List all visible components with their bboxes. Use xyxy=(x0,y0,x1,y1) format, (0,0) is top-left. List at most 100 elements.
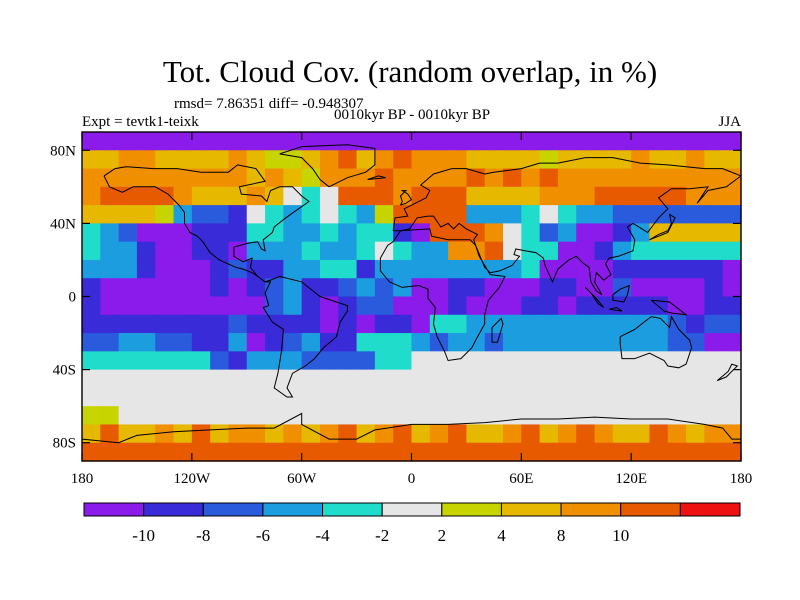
heatmap-cell xyxy=(210,223,230,243)
heatmap-cell xyxy=(118,168,138,188)
heatmap-cell xyxy=(448,314,468,334)
heatmap-cell xyxy=(265,442,284,462)
heatmap-cell xyxy=(210,186,230,206)
heatmap-cell xyxy=(301,406,321,426)
heatmap-cell xyxy=(301,132,321,151)
heatmap-cell xyxy=(82,333,101,352)
heatmap-cell xyxy=(503,186,522,206)
heatmap-cell xyxy=(393,259,413,279)
heatmap-cell xyxy=(265,296,284,316)
heatmap-cell xyxy=(173,351,193,371)
heatmap-cell xyxy=(173,132,193,151)
heatmap-cell xyxy=(704,442,724,462)
heatmap-cell xyxy=(356,241,376,261)
heatmap-cell xyxy=(210,205,230,224)
coastline xyxy=(103,164,348,398)
heatmap-cell xyxy=(100,333,120,352)
heatmap-cell xyxy=(686,259,705,279)
heatmap-cell xyxy=(82,132,101,151)
heatmap-cell xyxy=(319,442,339,462)
heatmap-cell xyxy=(649,424,669,444)
heatmap-cell xyxy=(631,259,651,279)
heatmap-cell xyxy=(649,150,669,170)
heatmap-cell xyxy=(484,424,504,444)
heatmap-cell xyxy=(393,150,413,170)
heatmap-cell xyxy=(356,223,376,243)
heatmap-cell xyxy=(722,442,742,462)
heatmap-cell xyxy=(228,259,248,279)
heatmap-cell xyxy=(521,424,541,444)
heatmap-cell xyxy=(173,168,193,188)
heatmap-cell xyxy=(155,150,175,170)
colorbar-swatch xyxy=(441,502,502,517)
heatmap-cell xyxy=(246,369,266,389)
heatmap-cell xyxy=(686,369,705,389)
heatmap-cell xyxy=(704,296,724,316)
heatmap-cell xyxy=(173,241,193,261)
coastline xyxy=(650,299,688,316)
heatmap-cell xyxy=(667,168,687,188)
heatmap-cell xyxy=(722,205,742,224)
heatmap-cell xyxy=(466,205,486,224)
heatmap-cell xyxy=(374,442,394,462)
heatmap-cell xyxy=(191,406,211,426)
heatmap-cell xyxy=(649,168,669,188)
heatmap-cell xyxy=(356,259,376,279)
heatmap-cell xyxy=(100,296,120,316)
heatmap-cell xyxy=(319,278,339,298)
heatmap-cell xyxy=(155,241,175,261)
heatmap-cell xyxy=(393,314,413,334)
heatmap-cell xyxy=(118,150,138,170)
colorbar-swatch xyxy=(262,502,324,517)
heatmap-cell xyxy=(338,369,358,389)
heatmap-cell xyxy=(429,369,449,389)
heatmap-cell xyxy=(319,424,339,444)
heatmap-cell xyxy=(631,132,651,151)
heatmap-cell xyxy=(576,150,596,170)
heatmap-cell xyxy=(448,351,468,371)
heatmap-cell xyxy=(576,424,596,444)
heatmap-cell xyxy=(228,387,248,407)
heatmap-cell xyxy=(612,259,632,279)
colorbar-label: -6 xyxy=(256,526,270,545)
heatmap-cell xyxy=(228,278,248,298)
heatmap-cell xyxy=(667,150,687,170)
heatmap-cell xyxy=(484,314,504,334)
heatmap-cell xyxy=(356,351,376,371)
heatmap-cell xyxy=(155,186,175,206)
heatmap-cell xyxy=(374,278,394,298)
heatmap-cell xyxy=(301,241,321,261)
heatmap-cell xyxy=(246,223,266,243)
heatmap-cell xyxy=(118,442,138,462)
heatmap-cell xyxy=(155,296,175,316)
heatmap-cell xyxy=(466,278,486,298)
coastline xyxy=(399,190,413,206)
heatmap-cell xyxy=(631,241,651,261)
heatmap-cell xyxy=(173,369,193,389)
heatmap-cell xyxy=(338,442,358,462)
heatmap-cell xyxy=(686,132,705,151)
heatmap-cell xyxy=(136,168,156,188)
heatmap-cell xyxy=(283,186,303,206)
heatmap-cell xyxy=(667,296,687,316)
heatmap-cell xyxy=(118,223,138,243)
heatmap-cell xyxy=(173,296,193,316)
heatmap-cell xyxy=(521,132,541,151)
heatmap-cell xyxy=(521,241,541,261)
heatmap-cell xyxy=(136,205,156,224)
heatmap-cell xyxy=(283,150,303,170)
heatmap-cell xyxy=(411,168,431,188)
heatmap-cell xyxy=(722,223,742,243)
heatmap-cell xyxy=(576,296,596,316)
heatmap-cell xyxy=(411,351,431,371)
heatmap-cell xyxy=(210,314,230,334)
heatmap-cell xyxy=(155,333,175,352)
x-tick-label: 120E xyxy=(615,471,647,487)
heatmap-cell xyxy=(484,369,504,389)
heatmap-cell xyxy=(82,223,101,243)
heatmap-cell xyxy=(448,150,468,170)
heatmap-cell xyxy=(667,406,687,426)
heatmap-cell xyxy=(228,296,248,316)
heatmap-cell xyxy=(393,223,413,243)
heatmap-cell xyxy=(649,387,669,407)
